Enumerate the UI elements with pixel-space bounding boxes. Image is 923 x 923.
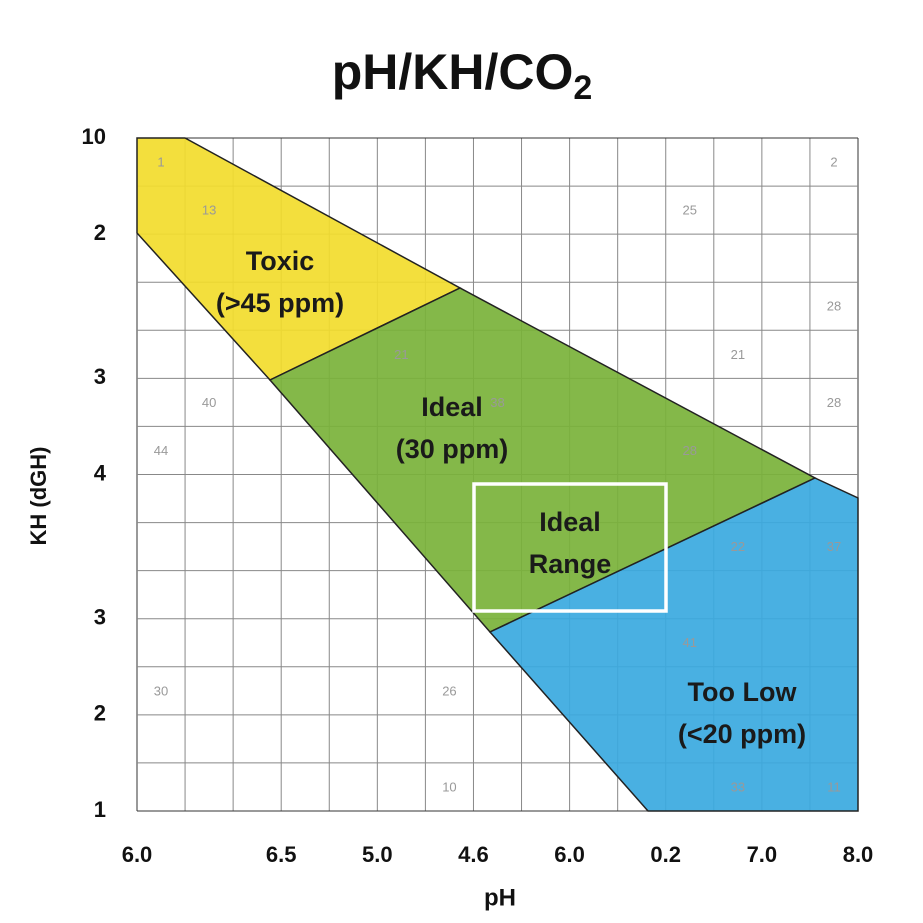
x-tick-label: 6.0 — [554, 842, 585, 867]
chart-title: pH/KH/CO2 — [332, 44, 593, 107]
region-label: Range — [529, 549, 612, 579]
cell-number: 28 — [827, 395, 841, 410]
region-label: Too Low — [688, 677, 798, 707]
ideal-range-box — [472, 482, 668, 613]
y-tick-label: 4 — [94, 460, 107, 485]
cell-number: 21 — [731, 347, 745, 362]
cell-number: 10 — [442, 779, 456, 794]
region-label: (30 ppm) — [396, 434, 509, 464]
region-label: Ideal — [539, 507, 601, 537]
cell-number: 1 — [157, 154, 164, 169]
cell-number: 44 — [154, 443, 168, 458]
cell-number: 25 — [683, 203, 697, 218]
x-tick-label: 6.5 — [266, 842, 297, 867]
x-tick-label: 6.0 — [122, 842, 153, 867]
region-label: (<20 ppm) — [678, 719, 806, 749]
y-tick-label: 2 — [94, 220, 106, 245]
y-tick-label: 10 — [82, 124, 106, 149]
too-low-area — [488, 477, 859, 812]
cell-number: 11 — [827, 779, 841, 794]
cell-number: 13 — [202, 203, 216, 218]
title-main: pH/KH/CO — [332, 44, 574, 100]
y-tick-label: 1 — [94, 797, 106, 822]
cell-number: 28 — [827, 299, 841, 314]
cell-number: 26 — [442, 683, 456, 698]
region-label: (>45 ppm) — [216, 288, 344, 318]
cell-number: 21 — [394, 347, 408, 362]
cell-number: 30 — [154, 683, 168, 698]
x-tick-label: 0.2 — [650, 842, 681, 867]
cell-number: 28 — [683, 443, 697, 458]
cell-number: 40 — [202, 395, 216, 410]
cell-number: 41 — [683, 635, 697, 650]
title-subscript: 2 — [573, 69, 592, 107]
cell-number: 37 — [827, 539, 841, 554]
cell-number: 33 — [731, 779, 745, 794]
y-tick-label: 3 — [94, 605, 106, 630]
y-tick-label: 2 — [94, 701, 106, 726]
region-label: Ideal — [421, 392, 483, 422]
x-tick-label: 4.6 — [458, 842, 489, 867]
y-axis-label: KH (dGH) — [26, 447, 51, 546]
x-tick-label: 7.0 — [747, 842, 778, 867]
cell-number: 22 — [731, 539, 745, 554]
region-label: Toxic — [246, 246, 315, 276]
x-tick-label: 5.0 — [362, 842, 393, 867]
x-axis-label: pH — [484, 884, 516, 911]
cell-number: 38 — [490, 395, 504, 410]
cell-number: 2 — [830, 154, 837, 169]
y-tick-label: 3 — [94, 364, 106, 389]
x-tick-label: 8.0 — [843, 842, 874, 867]
